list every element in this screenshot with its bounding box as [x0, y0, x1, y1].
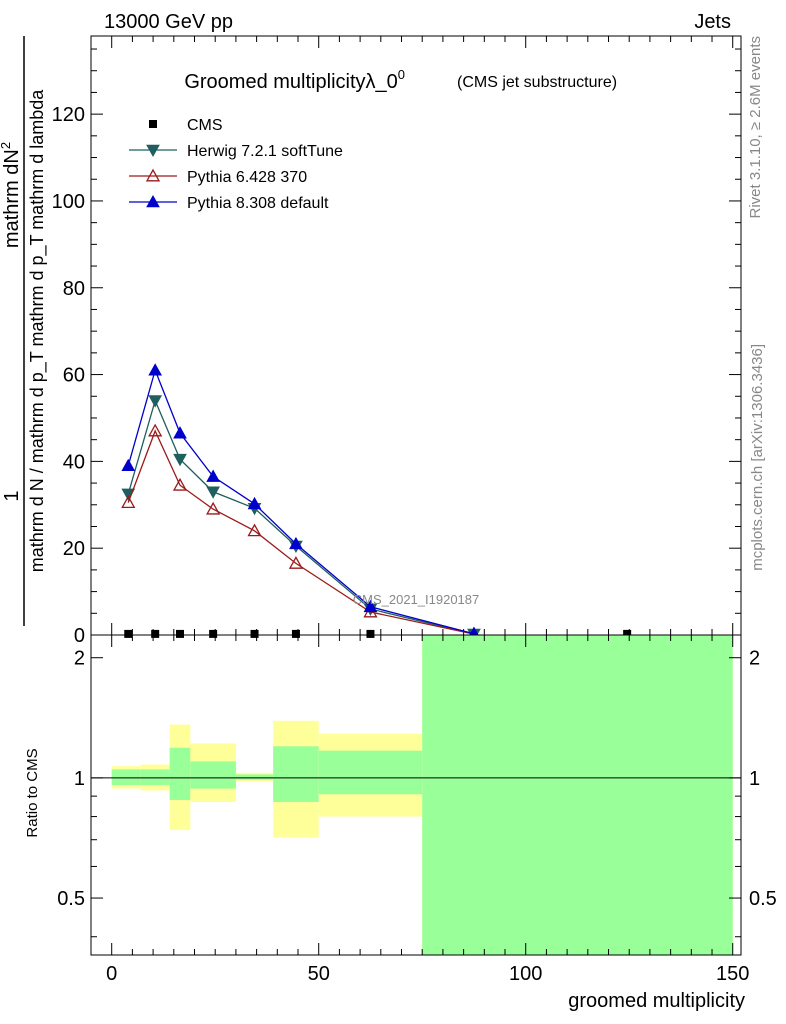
series-2-point — [148, 423, 163, 437]
ratio-stat-band — [318, 750, 423, 795]
series-1-line — [127, 398, 475, 635]
series-3-point — [247, 496, 262, 510]
series-0-point — [209, 629, 218, 638]
ratio-y-tick-label: 2 — [74, 648, 85, 670]
ratio-y-tick-label-right: 2 — [749, 648, 760, 670]
header-category-label: Jets — [694, 11, 731, 33]
y-tick-label: 120 — [52, 104, 85, 126]
ratio-stat-band — [169, 747, 191, 801]
series-0-point — [291, 629, 300, 638]
series-3-point — [363, 599, 378, 613]
series-3-point — [148, 363, 163, 376]
ratio-stat-band — [140, 769, 170, 785]
legend-label: Pythia 8.308 default — [187, 195, 329, 212]
series-1-point — [206, 486, 220, 499]
legend-marker — [149, 120, 157, 128]
series-3-point — [289, 536, 303, 550]
y-tick-label: 80 — [63, 278, 85, 300]
series-1-point — [148, 395, 163, 408]
rivet-version-label: Rivet 3.1.10, ≥ 2.6M events — [747, 36, 764, 219]
series-0-point — [250, 629, 259, 638]
legend-marker — [146, 144, 160, 158]
series-0-point — [366, 629, 375, 638]
series-0-point — [176, 629, 185, 638]
ratio-y-tick-label: 0.5 — [57, 888, 85, 910]
ratio-bands-layer — [91, 635, 741, 955]
y-label-inner-numerator: mathrm dN2 — [0, 142, 23, 248]
mcplots-label: mcplots.cern.ch [arXiv:1306.3436] — [749, 344, 766, 571]
analysis-watermark: CMS_2021_I1920187 — [353, 592, 480, 607]
series-2-point — [121, 495, 136, 509]
y-tick-label: 60 — [63, 365, 85, 387]
chart-subtitle: (CMS jet substructure) — [457, 74, 617, 91]
x-tick-label: 50 — [308, 963, 330, 985]
ratio-y-tick-label: 1 — [74, 768, 85, 790]
main-series-layer — [121, 363, 632, 642]
x-axis-label: groomed multiplicity — [568, 990, 745, 1012]
y-tick-label: 0 — [74, 625, 85, 647]
y-tick-label: 40 — [63, 451, 85, 473]
x-tick-label: 100 — [509, 963, 542, 985]
main-y-axis-label: 1 mathrm dN2 mathrm d N / mathrm d p_T m… — [0, 36, 48, 626]
series-3-point — [173, 426, 187, 439]
series-3-point — [206, 469, 220, 482]
ratio-frame — [90, 634, 742, 956]
chart-title: Groomed multiplicityλ_00 — [184, 67, 405, 93]
ratio-y-axis-label: Ratio to CMS — [24, 748, 41, 837]
series-2-point — [288, 556, 304, 569]
ratio-stat-band — [235, 774, 274, 780]
ratio-y-tick-label-right: 0.5 — [749, 888, 777, 910]
ratio-stat-band — [422, 635, 733, 955]
legend-marker — [146, 194, 160, 208]
series-3-point — [121, 458, 136, 472]
series-2-point — [172, 477, 188, 491]
legend-label: Pythia 6.428 370 — [187, 169, 307, 186]
legend-label: Herwig 7.2.1 softTune — [187, 143, 343, 160]
series-3-line — [127, 368, 475, 635]
x-tick-label: 0 — [106, 963, 117, 985]
legend: CMS Herwig 7.2.1 softTune Pythia 6.428 370… — [129, 117, 343, 212]
series-2-point — [206, 501, 221, 515]
ratio-axes: 0 50 100 150 0.5 0.5 1 1 2 2 — [57, 634, 777, 985]
y-label-denominator: mathrm d N / mathrm d p_T mathrm d p_T m… — [27, 89, 48, 572]
series-0-point — [124, 629, 133, 638]
y-tick-label: 100 — [52, 191, 85, 213]
ratio-stat-band — [111, 769, 141, 785]
series-0-point — [623, 629, 632, 638]
ratio-stat-band — [273, 746, 319, 803]
y-tick-label: 20 — [63, 538, 85, 560]
series-2-point — [247, 523, 262, 537]
legend-label: CMS — [187, 117, 223, 134]
legend-marker — [145, 168, 161, 182]
ratio-y-tick-label-right: 1 — [749, 768, 760, 790]
y-label-one: 1 — [1, 490, 23, 501]
series-0-point — [151, 629, 160, 638]
series-2-line — [127, 429, 475, 635]
header-energy-label: 13000 GeV pp — [104, 11, 233, 33]
x-tick-label: 150 — [716, 963, 749, 985]
ratio-stat-band — [190, 761, 236, 789]
series-1-point — [173, 453, 187, 467]
